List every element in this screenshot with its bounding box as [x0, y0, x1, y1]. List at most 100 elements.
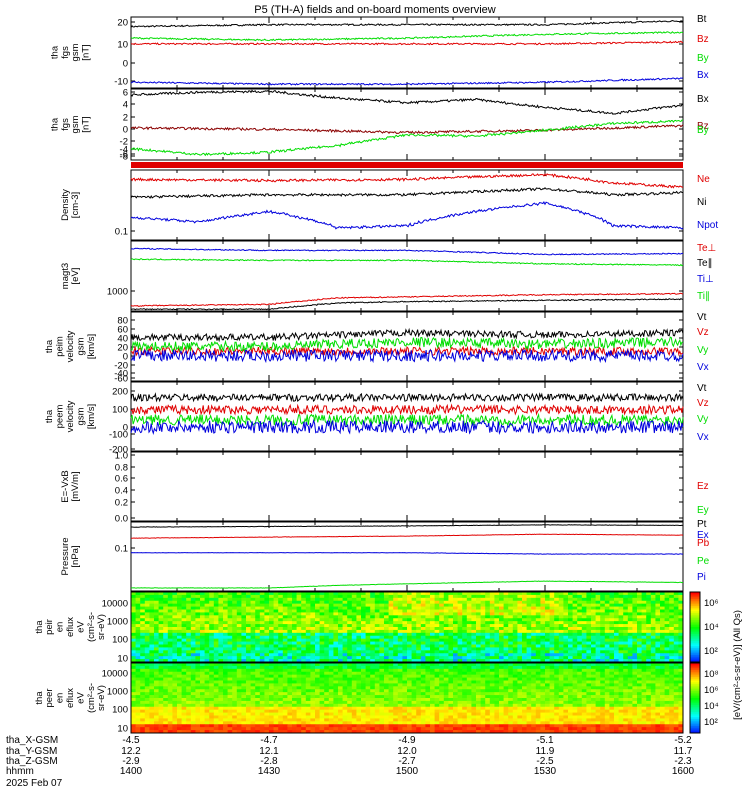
- heatmap-cell: [554, 592, 560, 596]
- heatmap-cell: [586, 698, 592, 702]
- heatmap-cell: [186, 686, 192, 690]
- heatmap-cell: [650, 653, 656, 657]
- heatmap-cell: [213, 600, 219, 604]
- y-axis-label-line: peer: [44, 688, 55, 707]
- heatmap-cell: [678, 663, 684, 667]
- heatmap-cell: [586, 680, 592, 684]
- heatmap-cell: [328, 615, 334, 619]
- heatmap-cell: [618, 671, 624, 675]
- heatmap-cell: [397, 600, 403, 604]
- heatmap-cell: [351, 618, 357, 622]
- heatmap-cell: [434, 624, 440, 628]
- heatmap-cell: [448, 656, 454, 660]
- heatmap-cell: [200, 632, 205, 637]
- heatmap-cell: [259, 692, 265, 696]
- heatmap-cell: [218, 671, 224, 675]
- heatmap-cell: [255, 638, 261, 642]
- heatmap-cell: [503, 635, 509, 639]
- heatmap-cell: [420, 603, 426, 607]
- heatmap-cell: [296, 677, 302, 681]
- heatmap-cell: [471, 659, 477, 663]
- heatmap-cell: [476, 615, 481, 619]
- heatmap-cell: [434, 686, 440, 690]
- heatmap-cell: [264, 629, 270, 634]
- heatmap-cell: [140, 647, 146, 651]
- heatmap-cell: [420, 612, 426, 616]
- heatmap-cell: [439, 600, 445, 604]
- heatmap-cell: [315, 695, 320, 699]
- heatmap-cell: [660, 698, 665, 702]
- heatmap-cell: [549, 629, 555, 634]
- heatmap-cell: [167, 597, 173, 602]
- heatmap-cell: [632, 609, 638, 613]
- heatmap-cell: [135, 647, 141, 651]
- heatmap-cell: [328, 686, 334, 690]
- heatmap-cell: [384, 600, 389, 604]
- heatmap-cell: [241, 663, 247, 667]
- heatmap-cell: [416, 665, 422, 670]
- heatmap-cell: [259, 635, 265, 639]
- heatmap-cell: [305, 689, 311, 693]
- heatmap-cell: [296, 680, 302, 684]
- heatmap-cell: [540, 629, 546, 634]
- heatmap-cell: [499, 689, 504, 693]
- heatmap-cell: [351, 597, 357, 602]
- heatmap-cell: [259, 683, 265, 687]
- heatmap-cell: [448, 603, 454, 607]
- heatmap-cell: [393, 695, 399, 699]
- heatmap-cell: [572, 641, 578, 645]
- heatmap-cell: [554, 698, 560, 702]
- heatmap-cell: [319, 695, 325, 699]
- heatmap-cell: [282, 618, 288, 622]
- heatmap-cell: [453, 615, 458, 619]
- heatmap-cell: [600, 671, 606, 675]
- heatmap-cell: [655, 600, 661, 604]
- heatmap-cell: [494, 692, 500, 696]
- heatmap-cell: [402, 668, 408, 673]
- heatmap-cell: [637, 632, 642, 637]
- heatmap-cell: [397, 621, 403, 625]
- heatmap-cell: [637, 644, 642, 648]
- heatmap-cell: [200, 668, 205, 673]
- heatmap-cell: [241, 644, 247, 648]
- heatmap-cell: [430, 680, 435, 684]
- heatmap-cell: [338, 647, 343, 651]
- heatmap-cell: [393, 597, 399, 602]
- heatmap-cell: [402, 671, 408, 675]
- heatmap-cell: [379, 659, 385, 663]
- heatmap-cell: [471, 671, 477, 675]
- heatmap-cell: [430, 609, 435, 613]
- heatmap-cell: [209, 680, 215, 684]
- heatmap-cell: [154, 597, 159, 602]
- heatmap-cell: [512, 600, 518, 604]
- heatmap-cell: [632, 668, 638, 673]
- heatmap-cell: [305, 615, 311, 619]
- heatmap-cell: [351, 656, 357, 660]
- heatmap-cell: [324, 615, 330, 619]
- y-axis-label-line: eV: [75, 621, 86, 633]
- heatmap-cell: [457, 663, 463, 667]
- heatmap-cell: [319, 627, 325, 631]
- heatmap-cell: [177, 624, 182, 628]
- heatmap-cell: [577, 627, 583, 631]
- heatmap-cell: [264, 612, 270, 616]
- heatmap-cell: [664, 659, 670, 663]
- heatmap-cell: [494, 647, 500, 651]
- heatmap-cell: [338, 663, 343, 667]
- heatmap-cell: [181, 618, 187, 622]
- heatmap-cell: [195, 641, 201, 645]
- heatmap-cell: [678, 638, 684, 642]
- heatmap-cell: [319, 656, 325, 660]
- heatmap-cell: [338, 592, 343, 596]
- heatmap-cell: [517, 615, 523, 619]
- heatmap-cell: [365, 638, 371, 642]
- heatmap-cell: [540, 627, 546, 631]
- heatmap-cell: [572, 638, 578, 642]
- heatmap-cell: [246, 695, 251, 699]
- heatmap-cell: [200, 653, 205, 657]
- heatmap-cell: [195, 644, 201, 648]
- heatmap-cell: [305, 594, 311, 599]
- heatmap-cell: [443, 665, 449, 670]
- heatmap-cell: [430, 615, 435, 619]
- heatmap-cell: [167, 618, 173, 622]
